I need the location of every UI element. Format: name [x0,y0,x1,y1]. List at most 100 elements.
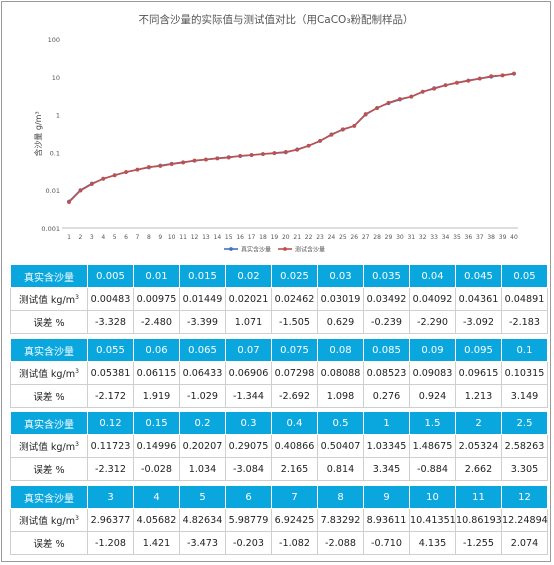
data-point [375,106,379,110]
legend-entry: 测试含沙量 [295,246,325,254]
data-point [169,162,174,167]
table-cell: -0.203 [225,531,272,555]
data-point [409,94,414,99]
data-table-1: 真实含沙量 0.005 0.01 0.015 0.02 0.025 0.03 0.035 0.0… [10,264,548,334]
table-cell: -0.239 [363,310,410,334]
data-point [146,165,151,169]
row-label: 真实含沙量 [10,411,88,435]
x-tick-label: 24 [328,234,336,241]
error-row: 误差 % -3.328 -2.480 -3.399 1.071 -1.505 0.629 -0… [10,310,548,334]
legend-entry: 真实含沙量 [241,246,271,254]
x-tick-label: 12 [191,234,199,241]
x-tick-label: 16 [236,234,244,241]
series-line-0 [68,73,515,203]
row-label: 测试值 kg/m3 [10,508,88,532]
x-tick-label: 38 [487,234,495,241]
data-point [512,71,516,76]
row-label: 误差 % [10,457,88,481]
data-point [158,164,163,168]
x-tick-label: 30 [396,234,404,241]
table-cell: -1.208 [87,531,134,555]
table-cell: 0.40866 [271,434,318,458]
table-cell: 11 [455,485,502,509]
table-cell: -0.710 [363,531,410,555]
row-label: 真实含沙量 [10,264,88,288]
table-cell: 0.02 [225,264,272,288]
table-cell: -1.344 [225,384,272,408]
x-tick-label: 3 [90,234,94,241]
table-cell: -0.028 [133,457,180,481]
table-cell: 1.071 [225,310,272,334]
table-cell: 0.04361 [455,287,502,311]
table-cell: -3.328 [87,310,134,334]
x-tick-label: 18 [259,234,267,241]
table-cell: 0.005 [87,264,134,288]
table-cell: 1.421 [133,531,180,555]
table-cell: 6 [225,485,272,509]
table-cell: 0.02021 [225,287,272,311]
table-cell: 12.24894 [501,508,548,532]
table-cell: 0.1 [501,338,548,362]
table-cell: 1.48675 [409,434,456,458]
x-tick-label: 23 [316,234,324,241]
header-row: 真实含沙量 3 4 5 6 7 8 9 10 11 12 [10,485,548,509]
table-cell: 0.14996 [133,434,180,458]
table-cell: 1.919 [133,384,180,408]
table-cell: 4.05682 [133,508,180,532]
y-tick-label: 100 [48,36,60,44]
data-point [466,78,471,83]
table-cell: 2.5 [501,411,548,435]
x-tick-label: 29 [385,234,393,241]
x-tick-label: 1 [67,234,71,241]
data-point [420,89,425,94]
x-tick-label: 28 [373,234,381,241]
data-point [181,160,186,165]
table-cell: 0.085 [363,338,410,362]
x-tick-label: 33 [430,234,438,241]
table-cell: 0.08523 [363,361,410,385]
table-cell: 0.4 [271,411,318,435]
table-cell: 0.07298 [271,361,318,385]
table-cell: 0.08 [317,338,364,362]
data-point [489,74,494,79]
table-cell: 0.06906 [225,361,272,385]
measured-row: 测试值 kg/m3 2.96377 4.05682 4.82634 5.98779 6.9… [10,508,548,532]
table-cell: -1.082 [271,531,318,555]
row-label: 误差 % [10,384,88,408]
table-cell: -2.692 [271,384,318,408]
table-cell: 0.095 [455,338,502,362]
table-cell: 0.2 [179,411,226,435]
table-cell: 1.5 [409,411,456,435]
table-cell: 3 [87,485,134,509]
x-tick-label: 15 [225,234,233,241]
data-point [249,153,254,157]
table-cell: 0.08088 [317,361,364,385]
table-cell: -2.480 [133,310,180,334]
table-cell: -1.255 [455,531,502,555]
table-cell: 0.06 [133,338,180,362]
table-cell: 0.05 [501,264,548,288]
x-tick-label: 11 [179,234,187,241]
data-point [455,80,459,85]
table-cell: 0.03 [317,264,364,288]
error-row: 误差 % -2.312 -0.028 1.034 -3.084 2.165 0.814 3.3… [10,457,548,481]
table-cell: 0.50407 [317,434,364,458]
chart-title: 不同含沙量的实际值与测试值对比（用CaCO₃粉配制样品） [138,13,413,26]
table-cell: 0.09 [409,338,456,362]
table-cell: 5 [179,485,226,509]
table-cell: 0.045 [455,264,502,288]
table-cell: 0.06433 [179,361,226,385]
x-tick-label: 34 [442,234,450,241]
data-point [78,188,83,193]
table-cell: 2.662 [455,457,502,481]
table-cell: 1.03345 [363,434,410,458]
table-cell: 2 [455,411,502,435]
x-tick-label: 27 [362,234,370,241]
table-cell: -1.029 [179,384,226,408]
y-tick-label: 0.01 [46,187,60,195]
data-point [261,152,265,156]
measured-row: 测试值 kg/m3 0.05381 0.06115 0.06433 0.06906 0.0… [10,361,548,385]
x-tick-label: 2 [78,234,82,241]
table-cell: 8 [317,485,364,509]
table-cell: 0.035 [363,264,410,288]
